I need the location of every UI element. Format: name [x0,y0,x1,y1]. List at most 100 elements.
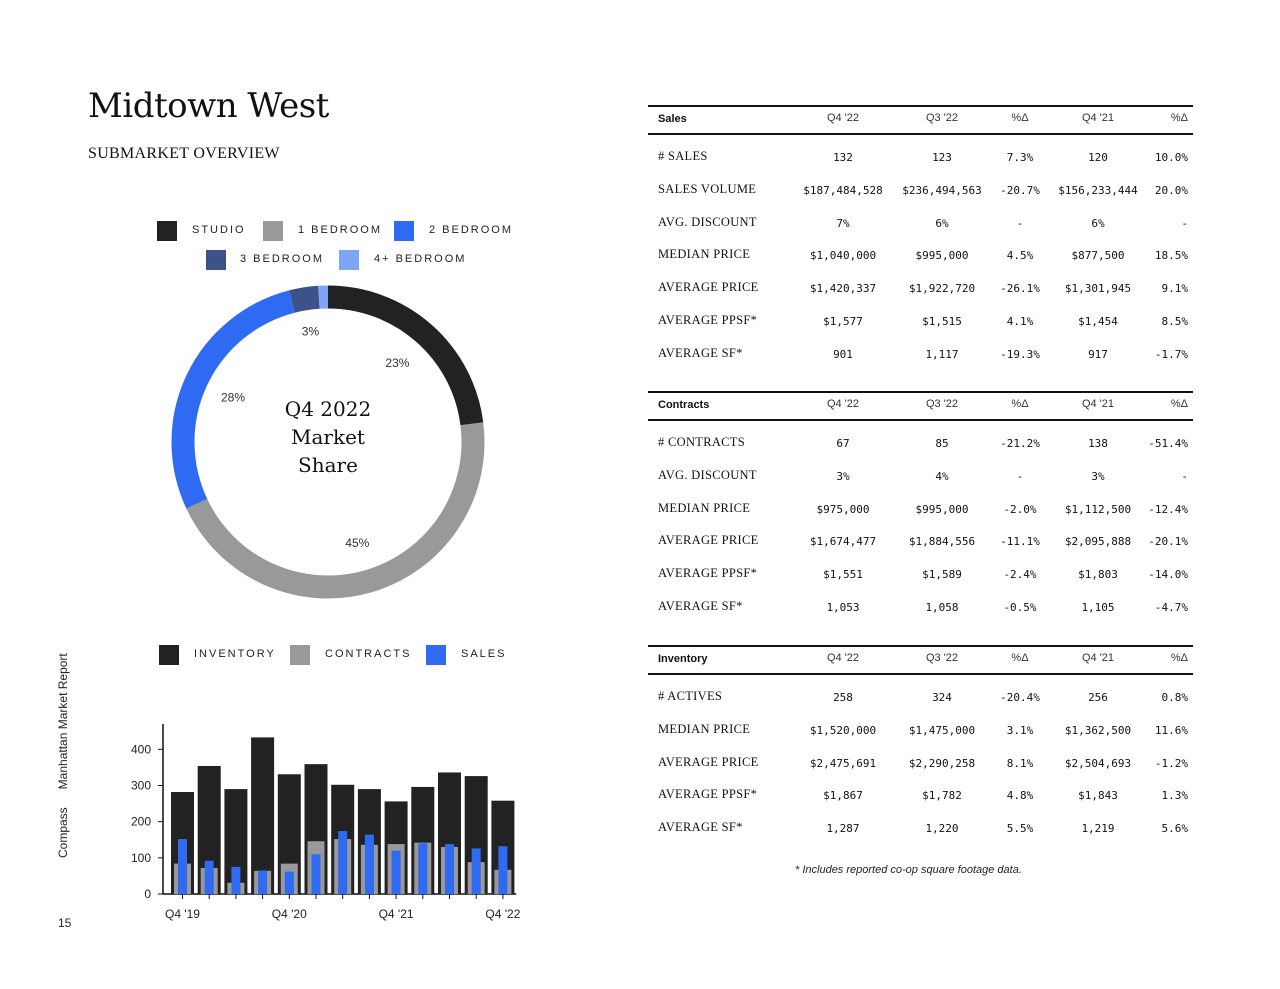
column-header: %Δ [1011,652,1029,664]
table-row: AVERAGE PRICE $2,475,691 $2,290,258 8.1% $2,… [648,745,1193,778]
cell-value: 120 [1088,151,1108,164]
cell-value: 4.5% [1006,249,1034,263]
row-label: AVG. DISCOUNT [658,214,757,229]
row-label: AVERAGE PRICE [658,280,759,295]
x-tick-label: Q4 '21 [379,907,414,921]
bar-inventory [251,737,275,894]
cell-value: -12.4% [1148,502,1188,516]
cell-value: 6% [935,216,949,230]
table-header: Sales Q4 '22 Q3 '22 %Δ Q4 '21 %Δ [648,105,1193,135]
cell-value: $995,000 [915,502,969,516]
column-header: Q4 '21 [1081,398,1115,410]
cell-value: 20.0% [1154,183,1188,197]
table-header: Contracts Q4 '22 Q3 '22 %Δ Q4 '21 %Δ [648,391,1193,421]
donut-slice-2-bedroom [171,290,295,509]
table-row: AVG. DISCOUNT 3% 4% - 3% - [648,458,1193,491]
cell-value: - [1181,216,1188,230]
cell-value: $975,000 [816,502,870,516]
column-header: Q4 '22 [826,652,860,664]
cell-value: $1,454 [1078,314,1118,328]
donut-slice-3-bedroom [289,285,320,313]
table-row: AVERAGE SF* 901 1,117 -19.3% 917 -1.7% [648,336,1193,369]
donut-slice-1-bedroom [186,422,485,599]
cell-value: -19.3% [1000,347,1040,361]
cell-value: 8.1% [1006,756,1034,770]
cell-value: -4.7% [1154,600,1188,614]
sales-table: Sales Q4 '22 Q3 '22 %Δ Q4 '21 %Δ # SALES 132 123… [648,105,1193,369]
cell-value: $2,504,693 [1064,756,1132,770]
legend-label-4-bedroom: 4+ BEDROOM [374,253,467,265]
bar-sales [204,860,214,894]
bar-sales [284,871,294,894]
cell-value: $2,290,258 [908,756,976,770]
donut-slice-studio [327,285,484,426]
cell-value: $1,843 [1078,789,1118,803]
donut-center-title: Q4 2022 Market Share [250,395,406,479]
cell-value: -1.2% [1154,756,1188,770]
y-tick-label: 100 [131,851,151,865]
column-header: Q3 '22 [925,652,959,664]
cell-value: $1,040,000 [809,249,877,263]
table-row: # SALES 132 123 7.3% 120 10.0% [648,139,1193,172]
row-label: MEDIAN PRICE [658,247,751,262]
cell-value: 256 [1088,691,1108,704]
cell-value: -2.4% [1003,568,1037,582]
cell-value: 3% [836,469,850,483]
column-header: Q4 '21 [1081,652,1115,664]
donut-data-label: 23% [385,356,409,370]
table-header: Inventory Q4 '22 Q3 '22 %Δ Q4 '21 %Δ [648,645,1193,675]
bar-inventory [224,789,248,894]
cell-value: -20.1% [1148,535,1188,549]
column-header: Q4 '22 [826,112,860,124]
cell-value: $1,589 [922,568,962,582]
cell-value: 9.1% [1161,282,1189,296]
legend-label-contracts: CONTRACTS [325,648,412,660]
legend-label-3-bedroom: 3 BEDROOM [240,253,325,265]
cell-value: -0.5% [1003,600,1037,614]
table-row: MEDIAN PRICE $975,000 $995,000 -2.0% $1,112,… [648,491,1193,524]
bar-sales [445,844,454,894]
y-tick-label: 400 [131,742,151,756]
cell-value: 6% [1091,216,1105,230]
y-tick-label: 200 [131,815,151,829]
table-row: AVERAGE PPSF* $1,867 $1,782 4.8% $1,843 1.3% [648,777,1193,810]
x-tick-label: Q4 '19 [165,907,200,921]
table-row: # ACTIVES 258 324 -20.4% 256 0.8% [648,679,1193,712]
table-row: AVERAGE PRICE $1,674,477 $1,884,556 -11.1% $… [648,523,1193,556]
row-label: # SALES [658,149,708,163]
legend-label-sales: SALES [461,648,507,660]
legend-swatch-2-bedroom [394,221,414,241]
table-row: SALES VOLUME $187,484,528 $236,494,563 -20.… [648,172,1193,205]
cell-value: 1,053 [826,600,860,614]
row-label: AVERAGE PPSF* [658,566,758,581]
cell-value: 7% [836,216,850,230]
table-title: Inventory [658,653,708,665]
row-label: MEDIAN PRICE [658,500,751,515]
bar-sales [498,846,508,894]
cell-value: 4.8% [1006,789,1034,803]
bar-sales [471,848,481,894]
bar-sales [311,854,321,894]
cell-value: - [1016,216,1024,230]
cell-value: 4.1% [1006,314,1034,328]
brand-name: Compass [56,807,70,858]
report-name: Manhattan Market Report [56,653,70,790]
cell-value: 67 [836,437,850,450]
table-row: # CONTRACTS 67 85 -21.2% 138 -51.4% [648,425,1193,458]
x-tick-label: Q4 '20 [272,907,307,921]
cell-value: -11.1% [1000,535,1040,549]
row-label: AVERAGE SF* [658,345,743,360]
bar-sales [364,834,374,894]
page-subtitle: SUBMARKET OVERVIEW [88,145,280,162]
cell-value: 3% [1091,469,1105,483]
row-label: AVERAGE PPSF* [658,312,758,327]
legend-swatch-contracts [290,645,310,665]
cell-value: 1,220 [925,822,959,836]
table-row: MEDIAN PRICE $1,520,000 $1,475,000 3.1% $1,3… [648,712,1193,745]
cell-value: $995,000 [915,249,969,263]
cell-value: $2,095,888 [1064,535,1132,549]
market-share-donut: 23% 45% 28% 3% [171,285,485,599]
cell-value: 901 [833,347,853,361]
cell-value: -20.7% [1000,183,1040,197]
cell-value: 1,219 [1081,822,1115,836]
